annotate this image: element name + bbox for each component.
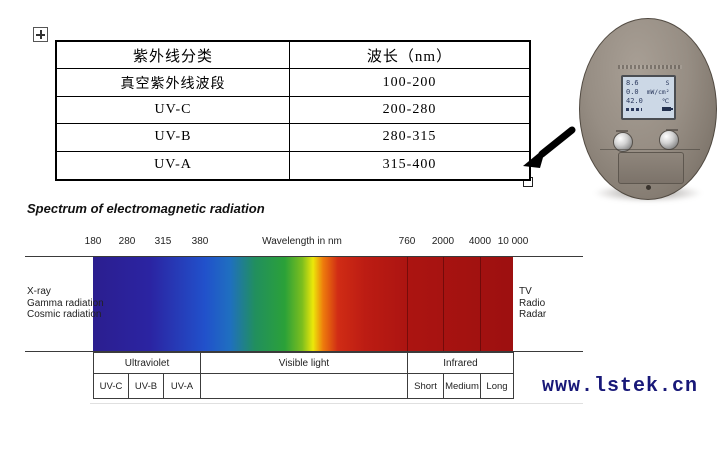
region-infrared: Infrared bbox=[407, 352, 514, 374]
label-gamma: Gamma radiation bbox=[27, 297, 104, 309]
wavelength-tick: 180 bbox=[84, 236, 102, 247]
subregion-uv-c: UV-C bbox=[93, 373, 129, 399]
band-divider-line bbox=[443, 257, 444, 351]
band-divider-line bbox=[407, 257, 408, 351]
table-cell: 200-280 bbox=[290, 97, 529, 125]
wavelength-tick: 280 bbox=[118, 236, 136, 247]
region-ultraviolet: Ultraviolet bbox=[93, 352, 201, 374]
table-cell: 280-315 bbox=[290, 124, 529, 152]
subregion-medium: Medium bbox=[443, 373, 481, 399]
long-wavelength-labels: TV Radio Radar bbox=[519, 286, 546, 321]
label-tv: TV bbox=[519, 286, 532, 297]
spectrum-title: Spectrum of electromagnetic radiation bbox=[27, 201, 265, 216]
lcd-status-marks bbox=[626, 107, 642, 111]
label-xray: X-ray bbox=[27, 286, 51, 297]
table-cell: 真空紫外线波段 bbox=[57, 69, 290, 97]
band-divider-line bbox=[480, 257, 481, 351]
wavelength-tick: 10 000 bbox=[497, 236, 529, 247]
table-cell: UV-C bbox=[57, 96, 290, 125]
device-battery-door bbox=[618, 152, 684, 184]
device-left-button bbox=[613, 132, 633, 152]
region-visible-light: Visible light bbox=[200, 352, 408, 374]
label-radar: Radar bbox=[519, 309, 547, 320]
table-cell: UV-B bbox=[57, 124, 290, 152]
lcd-temperature-unit: ℃ bbox=[662, 97, 670, 105]
card-shadow-line bbox=[90, 403, 583, 404]
lcd-intensity-unit: mW/cm² bbox=[646, 88, 670, 96]
device-right-button bbox=[659, 130, 679, 150]
annotation-arrow-icon bbox=[523, 126, 576, 168]
subregion-uv-a: UV-A bbox=[163, 373, 201, 399]
wavelength-tick: 760 bbox=[398, 236, 416, 247]
wavelength-axis-label: Wavelength in nm bbox=[262, 236, 342, 247]
label-radio: Radio bbox=[519, 297, 546, 309]
watermark-url: www.lstek.cn bbox=[542, 375, 699, 398]
table-header-cell: 波长（nm） bbox=[290, 42, 529, 70]
label-cosmic: Cosmic radiation bbox=[27, 309, 102, 320]
lcd-temperature-value: 42.0 bbox=[626, 97, 643, 105]
subregion-short: Short bbox=[407, 373, 444, 399]
wavelength-tick: 380 bbox=[191, 236, 209, 247]
lcd-timer-value: 8.6 bbox=[626, 79, 639, 87]
short-wavelength-labels: X-ray Gamma radiation Cosmic radiation bbox=[27, 286, 104, 321]
device-seam bbox=[600, 149, 700, 150]
wavelength-tick: 2000 bbox=[431, 236, 455, 247]
table-cell: 315-400 bbox=[382, 157, 437, 173]
device-body: 8.6 S 0.0 mW/cm² 42.0 ℃ bbox=[579, 18, 717, 200]
device-sensor-dot bbox=[646, 185, 651, 190]
wavelength-tick: 315 bbox=[154, 236, 172, 247]
axis-line-bottom bbox=[25, 351, 583, 352]
device-lcd-screen: 8.6 S 0.0 mW/cm² 42.0 ℃ bbox=[621, 75, 676, 120]
lcd-timer-unit: S bbox=[665, 79, 670, 87]
lcd-intensity-value: 0.0 bbox=[626, 88, 639, 96]
spectrum-color-band bbox=[93, 257, 513, 351]
uv-meter-photo: 8.6 S 0.0 mW/cm² 42.0 ℃ bbox=[575, 14, 721, 206]
wavelength-tick: 4000 bbox=[468, 236, 492, 247]
subregion-uv-b: UV-B bbox=[128, 373, 164, 399]
table-cell: 100-200 bbox=[290, 69, 529, 97]
device-engraved-text bbox=[618, 65, 682, 69]
subregion-empty bbox=[200, 373, 408, 399]
left-button-label bbox=[616, 130, 628, 132]
uv-classification-table: 紫外线分类 波长（nm） 真空紫外线波段 100-200 UV-C 200-280 UV-B… bbox=[55, 40, 531, 181]
table-move-handle-icon[interactable] bbox=[33, 27, 48, 42]
table-cell: UV-A bbox=[57, 151, 290, 179]
subregion-long: Long bbox=[480, 373, 514, 399]
table-header-cell: 紫外线分类 bbox=[57, 42, 290, 70]
axis-line-top bbox=[25, 256, 583, 257]
battery-icon bbox=[662, 107, 673, 111]
